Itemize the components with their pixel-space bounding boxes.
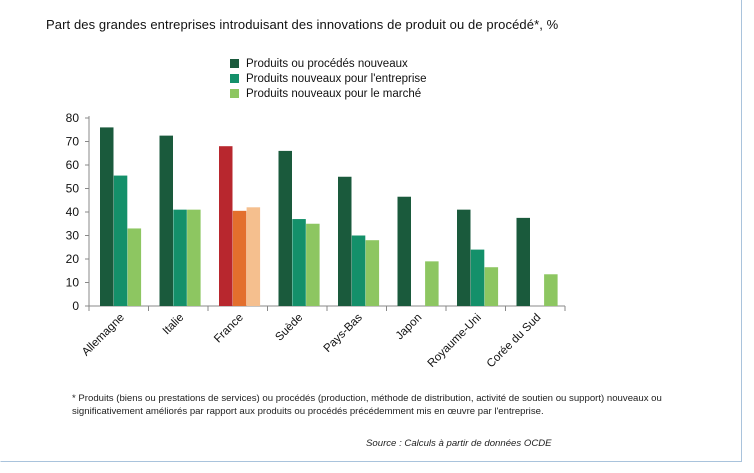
legend-label-marche: Produits nouveaux pour le marché: [246, 87, 422, 100]
source-note: Source : Calculs à partir de données OCD…: [366, 438, 552, 449]
y-tick-label: 80: [66, 111, 80, 125]
legend-swatch-nouveaux: [230, 59, 239, 68]
legend-swatch-marche: [230, 89, 239, 98]
legend-item-marche: Produits nouveaux pour le marché: [230, 86, 427, 101]
bar-allemagne-s2: [113, 175, 128, 306]
y-tick-label: 0: [72, 299, 79, 313]
bar-royaume-uni-s2: [470, 249, 485, 306]
chart-frame: [0, 0, 742, 462]
x-tick-label: Japon: [394, 312, 425, 343]
bar-allemagne-s1: [100, 127, 114, 307]
bar-cor-e-du-sud-s1: [516, 217, 530, 306]
legend-item-nouveaux: Produits ou procédés nouveaux: [230, 56, 427, 71]
y-tick-label: 10: [66, 276, 80, 290]
x-tick-label: Royaume-Uni: [426, 312, 484, 370]
bar-japon-s3: [425, 261, 439, 306]
legend-label-nouveaux: Produits ou procédés nouveaux: [246, 57, 408, 70]
legend-swatch-entreprise: [230, 74, 239, 83]
x-tick-label: Corée du Sud: [485, 312, 544, 371]
y-tick-label: 60: [66, 158, 80, 172]
bar-italie-s2: [173, 209, 187, 306]
bar-su-de-s2: [292, 219, 306, 306]
legend-label-entreprise: Produits nouveaux pour l'entreprise: [246, 72, 427, 85]
footnote: * Produits (biens ou prestations de serv…: [72, 393, 662, 417]
bar-italie-s1: [159, 135, 173, 306]
bar-cor-e-du-sud-s3: [544, 274, 558, 306]
bar-allemagne-s3: [127, 228, 142, 306]
y-tick-label: 70: [66, 135, 80, 149]
bar-royaume-uni-s1: [457, 209, 471, 306]
bar-royaume-uni-s3: [484, 267, 499, 306]
y-tick-label: 50: [66, 182, 80, 196]
bar-pays-bas-s2: [351, 235, 366, 306]
bar-japon-s1: [397, 196, 411, 306]
x-tick-label: Italie: [161, 312, 187, 338]
x-tick-label: Pays-Bas: [322, 311, 365, 354]
bar-su-de-s3: [306, 223, 320, 306]
bar-france-s2: [232, 210, 247, 306]
bar-france-s1: [219, 146, 233, 306]
bar-france-s3: [246, 207, 261, 306]
chart-title: Part des grandes entreprises introduisan…: [46, 17, 559, 32]
x-tick-label: Allemagne: [80, 312, 127, 359]
chart-legend: Produits ou procédés nouveaux Produits n…: [230, 56, 427, 101]
bar-pays-bas-s3: [365, 240, 380, 306]
y-tick-label: 30: [66, 229, 80, 243]
bar-su-de-s1: [278, 150, 292, 306]
y-tick-label: 20: [66, 252, 80, 266]
x-tick-label: France: [212, 312, 246, 346]
legend-item-entreprise: Produits nouveaux pour l'entreprise: [230, 71, 427, 86]
y-tick-label: 40: [66, 205, 80, 219]
bar-italie-s3: [187, 209, 201, 306]
bar-pays-bas-s1: [338, 176, 352, 306]
x-tick-label: Suède: [273, 312, 305, 344]
